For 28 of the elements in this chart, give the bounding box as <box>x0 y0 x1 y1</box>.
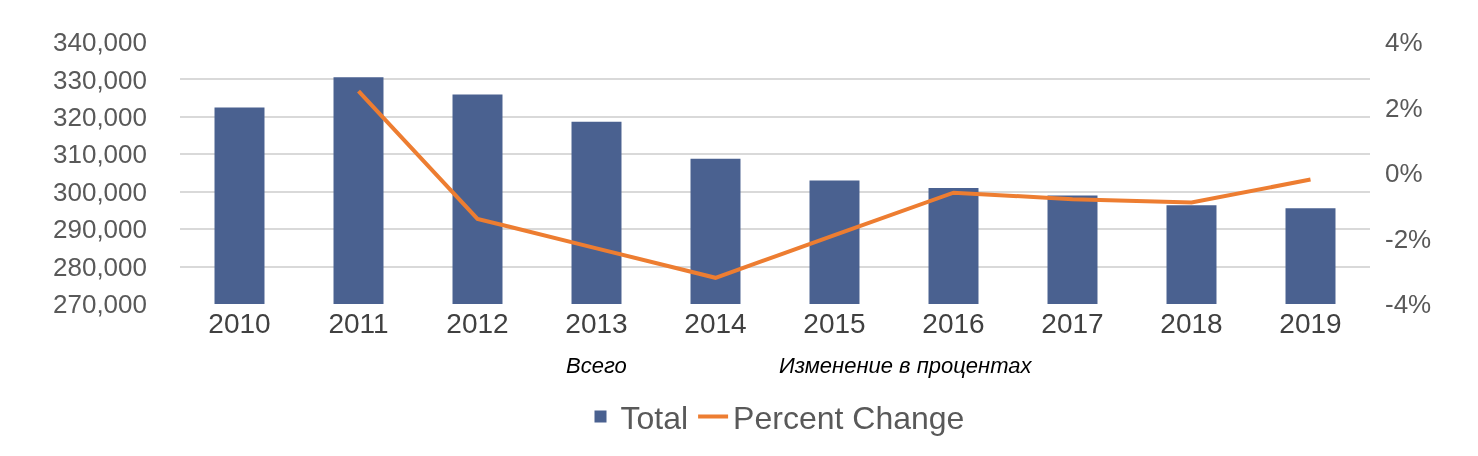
y2-tick-label: 0% <box>1385 158 1423 189</box>
legend-label: Total <box>620 399 689 436</box>
y2-tick-label: 4% <box>1385 27 1423 58</box>
y-tick-label: 320,000 <box>53 101 147 132</box>
y-tick-label: 280,000 <box>53 251 147 282</box>
y-tick-label: 330,000 <box>53 64 147 95</box>
text: Всего <box>566 353 627 378</box>
y-tick-label: 300,000 <box>53 176 147 207</box>
y-tick-label: 340,000 <box>53 27 147 58</box>
y-tick-label: 270,000 <box>53 289 147 320</box>
x-tick-label: 2010 <box>208 308 271 339</box>
x-tick-label: 2019 <box>1279 308 1342 339</box>
x-tick-label: 2014 <box>684 308 747 339</box>
legend-label: Percent Change <box>733 399 965 436</box>
x-tick-label: 2013 <box>565 308 628 339</box>
x-tick-label: 2017 <box>1041 308 1104 339</box>
line-series <box>356 89 1313 280</box>
y2-tick-label: -4% <box>1385 289 1432 320</box>
x-tick-label: 2016 <box>922 308 985 339</box>
x-tick-label: 2015 <box>803 308 866 339</box>
y2-tick-label: 2% <box>1385 92 1423 123</box>
y-tick-label: 290,000 <box>53 214 147 245</box>
y-tick-label: 310,000 <box>53 139 147 170</box>
x-tick-label: 2011 <box>328 308 389 339</box>
x-tick-label: 2018 <box>1160 308 1223 339</box>
text: Изменение в процентах <box>779 353 1033 378</box>
x-tick-label: 2012 <box>446 308 509 339</box>
y2-tick-label: -2% <box>1385 223 1432 254</box>
